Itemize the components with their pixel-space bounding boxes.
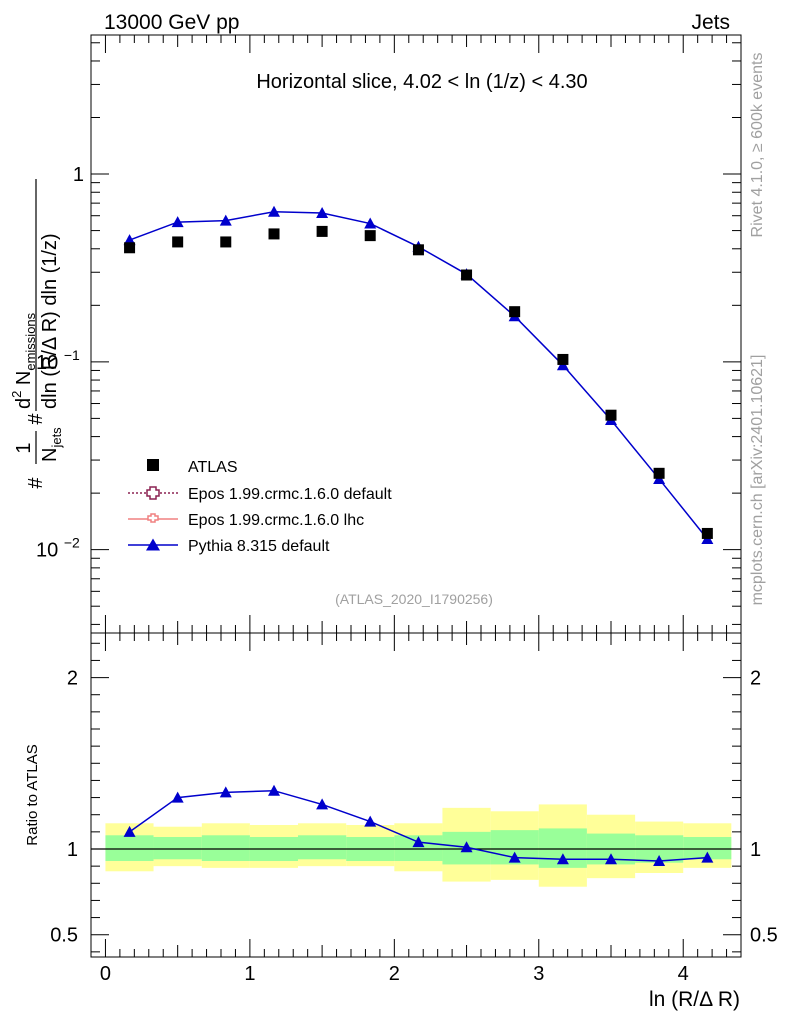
ratio-pythia-point [412,836,425,848]
ratio-band-green [105,835,154,861]
atlas-point [701,527,713,539]
mcplots-label: mcplots.cern.ch [arXiv:2401.10621] [749,355,766,606]
xtick-label: 3 [533,963,544,985]
ratio-ytick-label-right: 1 [750,839,761,861]
legend-marker-epos-default [146,486,160,500]
ratio-frame [90,632,742,958]
ratio-tick-labels: 0.5 0.5 1 1 2 2 0 1 2 3 4 [50,668,778,985]
ytick-base: 10 [36,540,58,562]
ratio-pythia-point [653,855,666,866]
ratio-y-axis-label: Ratio to ATLAS [24,744,41,845]
legend-label-epos-default: Epos 1.99.crmc.1.6.0 default [188,486,392,503]
atlas-point [124,242,136,254]
ytick-label-1: 1 [73,164,84,186]
ratio-pythia-point [316,798,329,810]
pythia-point [316,207,329,219]
atlas-point [461,269,473,281]
ylabel-frac1-den: Njets [39,427,64,462]
ylabel-n: N [39,448,61,462]
main-title: Horizontal slice, 4.02 < ln (1/z) < 4.30 [256,71,587,93]
header-left: 13000 GeV pp [104,11,239,34]
main-y-tick-labels: 1 10 −1 10 −2 [36,164,84,562]
ratio-pythia-point [364,815,377,827]
pythia-point [268,205,281,217]
ylabel-prefix-2: # [25,413,47,425]
ratio-pythia-point [171,791,184,803]
atlas-point [268,228,280,240]
ylabel-sup2: 2 [9,391,24,398]
ratio-band-green [201,835,250,861]
legend-label-epos-lhc: Epos 1.99.crmc.1.6.0 lhc [188,512,364,529]
legend-label-atlas: ATLAS [188,459,238,476]
pythia-point [171,216,184,228]
rivet-label: Rivet 4.1.0, ≥ 600k events [749,53,766,238]
main-series [123,205,714,544]
ytick-label-0.1: 10 −1 [36,347,80,374]
legend-marker-epos-lhc [147,513,159,523]
ratio-pythia-point [701,851,714,863]
ratio-band-green [297,835,347,860]
pythia-point [364,217,377,229]
ratio-pythia-point [508,851,521,863]
ytick-label-0.01: 10 −2 [36,535,80,562]
ytick-base: 10 [36,352,58,374]
atlas-point [316,225,328,237]
ratio-ytick-label-left: 2 [67,668,78,690]
ylabel-emissions: emissions [23,312,38,370]
ratio-band-green [683,837,732,860]
header-right: Jets [691,11,730,34]
xtick-label: 1 [244,963,255,985]
ylabel-jets: jets [49,427,64,449]
atlas-point [509,306,521,318]
ylabel-n-em: N [13,371,35,391]
xtick-label: 4 [678,963,689,985]
main-panel: 1 10 −1 10 −2 Horizontal slice, 4.02 < l… [36,34,742,634]
atlas-point [172,236,184,248]
legend-marker-atlas [147,459,159,471]
pythia-point [219,214,232,226]
ylabel-frac2-num: d2 Nemissions [9,312,38,409]
main-y-axis-label: # 1 Njets # d2 Nemissions dln (R/Δ R) dl… [9,179,64,489]
ratio-pythia-point [219,786,232,798]
ratio-pythia-point [605,853,617,865]
atlas-point [220,236,232,248]
ratio-ytick-label-right: 2 [750,668,761,690]
atlas-point [653,467,665,479]
ratio-band-green [153,837,202,860]
x-axis-label: ln (R/Δ R) [649,988,740,1011]
atlas-point [412,244,424,256]
ratio-panel: 0.5 0.5 1 1 2 2 0 1 2 3 4 Ratio to ATLAS ln (R/Δ R… [24,632,778,1011]
ytick-exp: −2 [64,535,80,551]
ylabel-frac2-den: dln (R/Δ R) dln (1/z) [39,233,61,409]
ratio-ytick-label-left: 0.5 [50,925,78,947]
ratio-axis-ticks [90,633,742,957]
legend-label-pythia: Pythia 8.315 default [188,538,330,555]
ylabel-d: d [13,398,35,409]
xtick-label: 0 [100,963,111,985]
ytick-exp: −1 [64,347,80,363]
ratio-pythia-point [268,784,281,796]
atlas-point [557,353,569,365]
ratio-pythia-point [123,825,136,837]
ylabel-frac1-num: 1 [13,442,35,453]
main-axis-ticks [90,35,742,633]
ratio-pythia-point [556,853,569,865]
legend: ATLAS Epos 1.99.crmc.1.6.0 default Epos … [128,459,392,555]
analysis-id: (ATLAS_2020_I1790256) [335,591,493,607]
xtick-label: 2 [389,963,400,985]
ratio-ytick-label-left: 1 [67,839,78,861]
ylabel-prefix: # [25,477,47,489]
ratio-series [123,784,714,866]
ratio-ytick-label-right: 0.5 [750,925,778,947]
atlas-point [605,409,617,421]
legend-marker-pythia [146,538,160,551]
atlas-point [364,230,376,242]
ratio-pythia-point [460,841,473,853]
